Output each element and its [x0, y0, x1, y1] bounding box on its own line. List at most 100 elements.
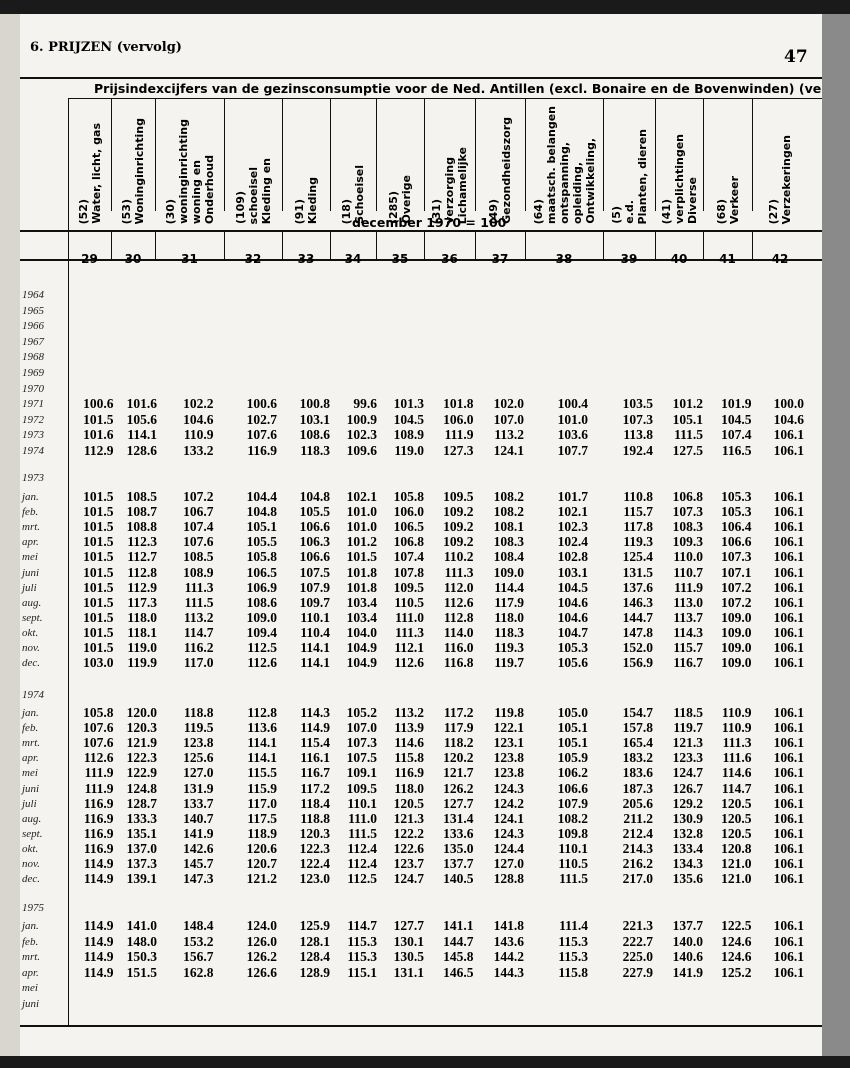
table-cell: 183.6: [622, 765, 653, 781]
table-cell: 102.7: [246, 411, 277, 427]
table-cell: 122.4: [299, 856, 330, 871]
page: 6. PRIJZEN (vervolg) 47 Prijsindexcijfer…: [20, 14, 822, 1056]
table-cell: 141.9: [183, 825, 214, 841]
table-cell: 110.5: [394, 594, 424, 610]
table-cell: 137.3: [126, 856, 157, 871]
column-line: [376, 98, 377, 211]
table-cell: 114.7: [183, 624, 214, 640]
table-cell: 115.3: [558, 949, 588, 965]
header-line: (18): [340, 198, 353, 224]
table-cell: 156.9: [622, 655, 653, 671]
table-cell: 111.5: [184, 594, 214, 610]
table-cell: 113.2: [183, 609, 214, 625]
table-cell: 105.5: [246, 534, 277, 550]
table-cell: 110.1: [558, 840, 588, 856]
column-line: [111, 230, 112, 259]
table-cell: 109.3: [672, 534, 703, 550]
column-header: Kleding en schoeisel (109): [224, 106, 282, 224]
table-cell: 106.1: [773, 564, 804, 580]
table-cell: 107.3: [622, 411, 653, 427]
table-cell: 113.8: [623, 427, 653, 443]
table-cell: 114.1: [247, 750, 277, 766]
table-cell: 114.9: [83, 856, 114, 871]
table-cell: 101.8: [346, 564, 377, 580]
row-label: juni: [22, 566, 40, 579]
table-cell: 130.1: [393, 933, 424, 949]
table-title: Prijsindexcijfers van de gezinsconsumpti…: [94, 81, 822, 96]
table-cell: 119.0: [127, 640, 157, 655]
table-cell: 103.1: [299, 411, 330, 427]
column-line: [282, 98, 283, 211]
table-cell: 110.9: [721, 705, 752, 720]
table-cell: 111.4: [559, 918, 588, 933]
table-cell: 106.1: [773, 735, 804, 751]
table-cell: 120.0: [126, 705, 157, 720]
table-cell: 116.9: [83, 840, 114, 856]
table-cell: 112.4: [347, 856, 377, 871]
table-cell: 113.0: [673, 594, 703, 610]
table-cell: 111.3: [722, 735, 752, 751]
header-line: (64): [531, 198, 545, 224]
table-cell: 227.9: [622, 964, 653, 980]
row-label: dec.: [22, 873, 41, 886]
table-cell: 104.0: [346, 624, 377, 640]
table-cell: 104.6: [773, 411, 804, 427]
table-cell: 115.7: [673, 640, 703, 655]
column-line: [703, 230, 704, 259]
column-number: 34: [344, 252, 362, 266]
table-cell: 101.5: [83, 564, 114, 580]
table-cell: 147.3: [183, 871, 214, 887]
table-cell: 100.6: [246, 396, 277, 412]
table-cell: 115.8: [558, 964, 588, 980]
table-cell: 116.9: [394, 765, 424, 781]
table-cell: 101.8: [443, 396, 474, 412]
table-cell: 101.9: [721, 396, 752, 412]
table-cell: 131.4: [443, 810, 474, 826]
header-line: maatsch. belangen: [544, 106, 558, 224]
table-cell: 116.9: [83, 810, 114, 826]
table-cell: 106.2: [557, 765, 588, 781]
table-cell: 104.6: [557, 609, 588, 625]
table-cell: 152.0: [622, 640, 653, 655]
table-cell: 121.0: [721, 856, 752, 871]
table-cell: 111.5: [559, 871, 588, 887]
table-cell: 118.1: [127, 624, 157, 640]
column-line: [155, 230, 156, 259]
row-label: mrt.: [22, 951, 41, 964]
table-cell: 120.3: [299, 825, 330, 841]
table-cell: 122.2: [393, 825, 424, 841]
table-cell: 112.6: [83, 750, 114, 766]
table-cell: 109.0: [721, 624, 752, 640]
table-cell: 106.1: [773, 750, 804, 766]
table-cell: 106.6: [557, 780, 588, 796]
table-cell: 117.9: [443, 720, 474, 736]
table-cell: 127.7: [443, 795, 474, 811]
table-cell: 118.8: [300, 810, 330, 826]
table-cell: 122.3: [126, 750, 157, 766]
table-cell: 112.9: [127, 579, 157, 595]
row-label: apr.: [22, 752, 39, 765]
row-label: 1973: [22, 429, 44, 442]
table-cell: 119.7: [673, 720, 703, 736]
table-cell: 211.2: [623, 810, 653, 826]
table-cell: 101.5: [83, 519, 114, 535]
table-cell: 106.6: [299, 519, 330, 535]
rule: [68, 98, 822, 99]
rule: [20, 77, 822, 79]
table-cell: 140.7: [183, 810, 214, 826]
table-cell: 101.5: [83, 640, 114, 655]
group-label: 1975: [22, 902, 44, 914]
table-cell: 143.6: [493, 933, 524, 949]
column-line: [282, 230, 283, 259]
table-cell: 116.5: [721, 443, 752, 458]
column-header: Onderhoud woning en woninginrichting (30): [155, 106, 224, 224]
table-cell: 110.7: [673, 564, 703, 580]
table-cell: 222.7: [622, 933, 653, 949]
column-line: [752, 230, 753, 259]
header-line: (27): [767, 198, 780, 224]
table-cell: 111.3: [184, 579, 214, 595]
header-line: (30): [163, 198, 177, 224]
table-cell: 105.5: [299, 504, 330, 520]
table-cell: 120.5: [393, 795, 424, 811]
table-cell: 117.0: [247, 795, 277, 811]
